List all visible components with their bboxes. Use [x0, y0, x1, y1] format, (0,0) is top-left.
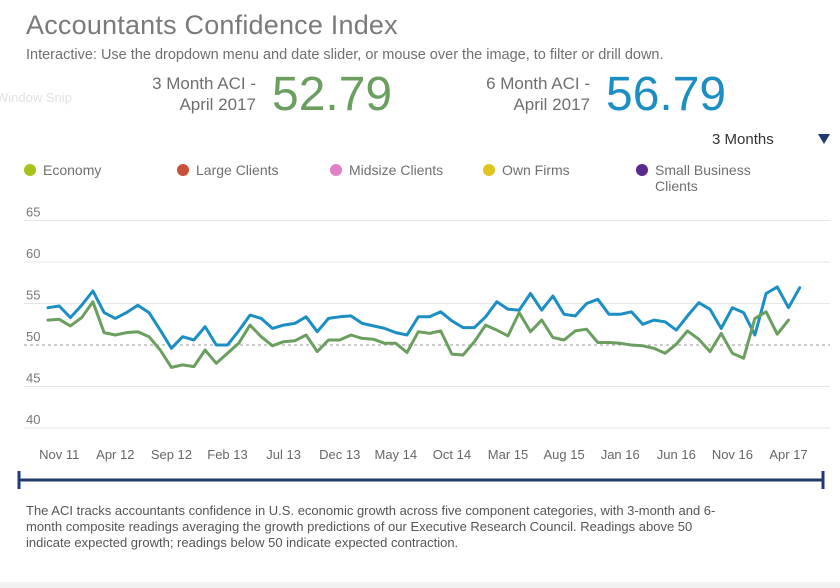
legend-item-midsize-clients[interactable]: Midsize Clients — [330, 162, 443, 178]
legend-label: Own Firms — [502, 162, 570, 178]
page-subtitle: Interactive: Use the dropdown menu and d… — [26, 47, 664, 63]
legend-dot-icon — [24, 164, 36, 176]
series-line-2 — [46, 300, 790, 369]
y-tick-label: 50 — [26, 329, 40, 344]
legend-item-large-clients[interactable]: Large Clients — [177, 162, 279, 178]
kpi-3-month-value: 52.79 — [272, 68, 393, 121]
bottom-bar — [0, 582, 840, 588]
x-tick-label: Apr 12 — [96, 447, 134, 462]
period-dropdown-label: 3 Months — [712, 131, 774, 148]
legend-label: Midsize Clients — [349, 162, 444, 178]
x-tick-label: Feb 13 — [207, 447, 247, 462]
y-tick-label: 65 — [26, 205, 40, 220]
x-tick-label: Mar 15 — [488, 447, 528, 462]
series-line-1 — [46, 285, 802, 350]
period-dropdown[interactable]: 3 Months — [712, 131, 830, 151]
x-tick-label: Jul 13 — [266, 447, 301, 462]
x-tick-label: Jan 16 — [601, 447, 640, 462]
line-chart[interactable]: 40 45 50 55 60 65 Nov 11 Apr 12 Sep 12 Feb 13 Jul … — [0, 195, 840, 495]
kpi-6-month-label: 6 Month ACI - April 2017 — [486, 74, 590, 114]
legend-dot-icon — [330, 164, 342, 176]
y-tick-label: 45 — [26, 371, 40, 386]
legend-dot-icon — [177, 164, 189, 176]
legend-item-economy[interactable]: Economy — [24, 162, 101, 178]
legend-item-small-business-clients[interactable]: Small Business Clients — [636, 162, 766, 194]
x-tick-label: Nov 11 — [39, 447, 79, 462]
y-tick-label: 55 — [26, 288, 40, 303]
chevron-down-icon[interactable] — [818, 134, 830, 144]
footnote: The ACI tracks accountants confidence in… — [26, 503, 716, 550]
x-tick-label: Dec 13 — [319, 447, 360, 462]
legend-label: Economy — [43, 162, 102, 178]
x-tick-label: Oct 14 — [433, 447, 471, 462]
kpi-3-month-label: 3 Month ACI - April 2017 — [152, 74, 256, 114]
legend-item-own-firms[interactable]: Own Firms — [483, 162, 570, 178]
x-tick-label: Apr 17 — [769, 447, 807, 462]
window-snip-overlay-text: Window Snip — [0, 90, 72, 105]
x-tick-label: Sep 12 — [151, 447, 192, 462]
page-title: Accountants Confidence Index — [26, 10, 398, 40]
legend-label: Large Clients — [196, 162, 279, 178]
y-tick-label: 60 — [26, 246, 40, 261]
legend-label: Small Business Clients — [655, 162, 751, 194]
x-tick-label: Jun 16 — [657, 447, 696, 462]
x-tick-label: May 14 — [374, 447, 417, 462]
legend-dot-icon — [636, 164, 648, 176]
legend-dot-icon — [483, 164, 495, 176]
x-tick-label: Aug 15 — [544, 447, 585, 462]
y-tick-label: 40 — [26, 412, 40, 427]
kpi-6-month-value: 56.79 — [606, 68, 727, 121]
x-tick-label: Nov 16 — [712, 447, 753, 462]
